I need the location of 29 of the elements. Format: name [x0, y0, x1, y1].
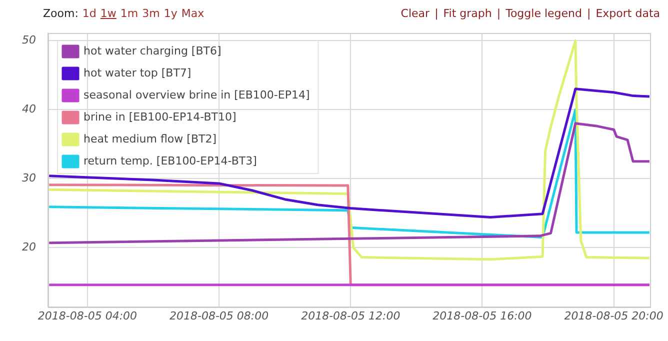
text: 1y [164, 7, 178, 20]
text: | [587, 7, 591, 20]
legend-label: seasonal overview brine in [EB100-EP14] [84, 88, 310, 102]
x-tick-label: 2018-08-05 16:00 [432, 309, 532, 322]
x-tick-label: 2018-08-05 04:00 [38, 309, 138, 322]
text: Max [181, 7, 204, 20]
text: 1m [120, 7, 138, 20]
text: 1w [100, 7, 116, 20]
legend-label: heat medium flow [BT2] [84, 132, 216, 146]
x-tick-label: 2018-08-05 20:00 [564, 309, 664, 322]
text: Zoom: [43, 7, 78, 20]
text: Clear [400, 7, 430, 20]
legend-label: brine in [EB100-EP14-BT10] [84, 110, 236, 124]
x-tick-label: 2018-08-05 12:00 [301, 309, 400, 322]
legend-label: hot water top [BT7] [84, 66, 192, 80]
legend-label: hot water charging [BT6] [84, 44, 222, 58]
text: Toggle legend [506, 7, 582, 20]
y-tick-label: 30 [22, 171, 36, 184]
text: 1d [82, 7, 96, 20]
x-tick-label: 2018-08-05 08:00 [170, 309, 269, 322]
text: | [434, 7, 438, 20]
text: 3m [142, 7, 160, 20]
y-tick-label: 50 [22, 33, 36, 46]
y-tick-label: 40 [22, 102, 36, 116]
y-tick-label: 20 [22, 240, 36, 254]
text: Fit graph [443, 7, 492, 20]
text: Export data [596, 7, 660, 20]
legend-label: return temp. [EB100-EP14-BT3] [84, 154, 257, 168]
text: | [496, 7, 501, 20]
